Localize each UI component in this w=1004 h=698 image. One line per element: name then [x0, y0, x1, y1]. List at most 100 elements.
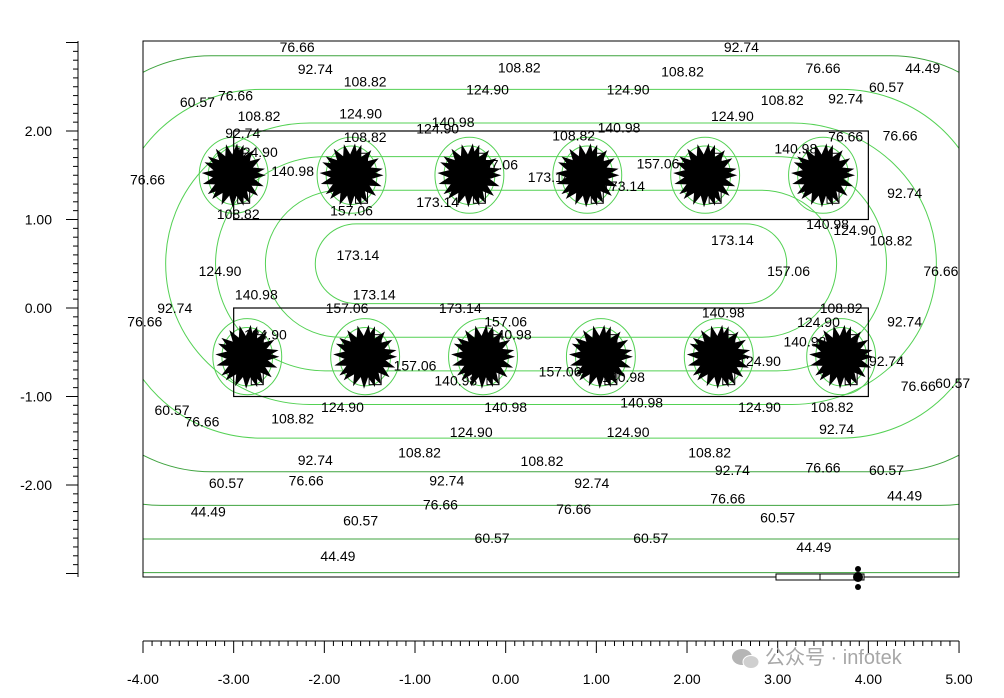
contour-label: 92.74: [298, 61, 333, 77]
contour-label: 124.90: [711, 108, 754, 124]
contour-label: 76.66: [130, 172, 165, 188]
contour-label: 124.90: [450, 424, 493, 440]
contour-label: 108.82: [521, 453, 564, 469]
contour-label: 140.98: [271, 163, 314, 179]
scale-dot: [855, 566, 861, 572]
local-contour: [316, 136, 387, 214]
contour-label: 92.74: [574, 475, 609, 491]
x-tick-label: 3.00: [764, 671, 791, 687]
contour-label: 108.82: [271, 411, 314, 427]
star-burst: [812, 324, 873, 385]
contour-line-157.06: [264, 189, 838, 338]
x-tick-label: 1.00: [583, 671, 610, 687]
contour-label: 157.06: [394, 358, 437, 374]
contour-line-140.98: [215, 156, 887, 372]
local-contour: [330, 318, 401, 396]
watermark-text: 公众号 · infotek: [765, 646, 903, 669]
contour-label: 124.90: [797, 314, 840, 330]
scale-dot: [853, 572, 863, 582]
luminaire-star-icon: [673, 143, 738, 208]
luminaire-star-icon: [201, 143, 266, 208]
x-axis: -4.00 -3.00 -2.00 -1.00 0.00 1.00 2.00 3.00 4.00…: [127, 640, 973, 687]
contour-label: 157.06: [326, 300, 369, 316]
contour-label: 108.82: [870, 233, 913, 249]
x-tick-label: -1.00: [399, 671, 431, 687]
contour-label: 60.57: [633, 530, 668, 546]
contour-label: 60.57: [869, 462, 904, 478]
contour-label: 124.90: [833, 222, 876, 238]
luminaire-star-icon: [319, 143, 384, 208]
contour-label: 108.82: [552, 127, 595, 143]
y-tick-label: 0.00: [25, 300, 52, 316]
local-contour: [683, 318, 754, 396]
contour-label: 124.90: [321, 399, 364, 415]
star-burst: [571, 324, 633, 385]
x-tick-label: 0.00: [492, 671, 519, 687]
local-contour: [448, 318, 518, 396]
local-contour: [434, 136, 505, 214]
contour-label: 60.57: [209, 475, 244, 491]
contour-label: 157.06: [475, 157, 518, 173]
contour-label: 157.06: [637, 156, 680, 172]
contour-label: 173.14: [439, 300, 482, 316]
contour-label: 60.57: [935, 375, 970, 391]
y-tick-label: -1.00: [20, 389, 52, 405]
contour-label: 173.14: [336, 247, 379, 263]
star-burst: [204, 143, 265, 203]
contour-line-60.57: [143, 538, 959, 540]
star-burst: [335, 324, 397, 385]
luminaire-star-icon: [569, 324, 633, 389]
contour-label: 60.57: [343, 512, 378, 528]
contour-label: 76.66: [806, 459, 841, 475]
luminaire-star-icon: [555, 143, 620, 208]
contour-label: 92.74: [298, 452, 333, 468]
contour-label: 76.66: [556, 501, 591, 517]
contour-label: 92.74: [819, 421, 854, 437]
contour-label: 76.66: [883, 127, 918, 143]
star-burst: [689, 324, 751, 385]
contour-label: 124.90: [235, 144, 278, 160]
watermark: 公众号 · infotek: [732, 646, 903, 669]
contour-label: 173.14: [602, 178, 645, 194]
contour-label: 92.74: [715, 462, 750, 478]
star-burst: [440, 143, 501, 203]
contour-label: 140.98: [484, 399, 527, 415]
contour-label: 124.90: [607, 81, 650, 97]
wechat-icon: [732, 649, 760, 669]
contour-label: 76.66: [710, 490, 745, 506]
local-contour: [788, 136, 858, 214]
scale-bar-icon: [775, 566, 865, 590]
contour-label: 140.98: [602, 369, 645, 385]
luminaire-star-icon: [437, 143, 502, 208]
star-burst: [676, 143, 737, 203]
contour-label: 140.98: [774, 141, 817, 157]
y-axis: 2.00 1.00 0.00 -1.00 -2.00: [20, 41, 79, 577]
x-tick-label: 2.00: [673, 671, 700, 687]
contour-label: 140.98: [806, 216, 849, 232]
contour-label: 92.74: [429, 473, 464, 489]
contour-label: 108.82: [661, 64, 704, 80]
contour-label: 173.14: [528, 169, 571, 185]
contour-label: 124.90: [339, 105, 382, 121]
contour-line-124.90: [165, 122, 937, 405]
contour-label: 76.66: [184, 413, 219, 429]
local-contour: [552, 136, 623, 214]
local-contour: [670, 136, 741, 214]
contour-line-108.82: [143, 88, 959, 439]
contour-label: 140.98: [434, 373, 477, 389]
contour-label: 60.57: [869, 79, 904, 95]
contour-label: 140.98: [432, 114, 475, 130]
contour-label: 140.98: [489, 327, 532, 343]
star-burst: [322, 143, 383, 203]
contour-label: 92.74: [225, 125, 260, 141]
x-tick-label: 4.00: [855, 671, 882, 687]
contour-label: 140.98: [620, 395, 663, 411]
contour-label: 92.74: [724, 39, 759, 55]
contour-line-44.49: [143, 572, 959, 574]
local-contour: [806, 318, 877, 396]
x-tick-label: -4.00: [127, 671, 159, 687]
x-tick-label: -2.00: [308, 671, 340, 687]
contour-label: 157.06: [484, 313, 527, 329]
contour-label: 92.74: [887, 313, 922, 329]
contour-label: 140.98: [702, 304, 745, 320]
